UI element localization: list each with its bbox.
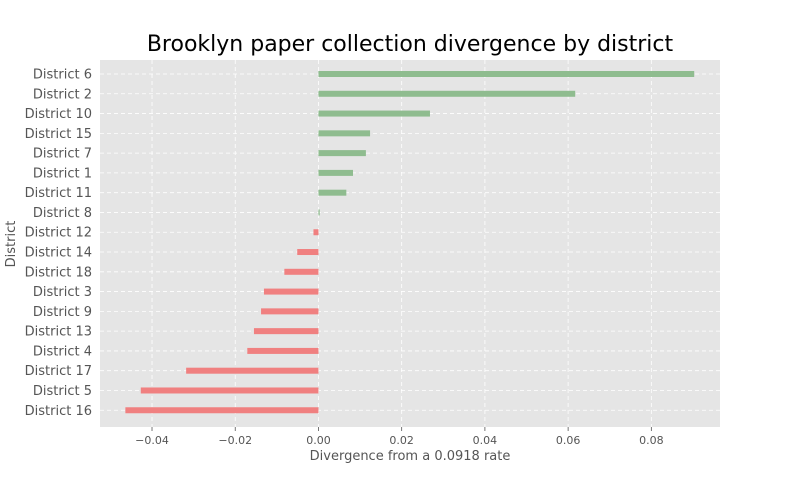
bar-district-11 <box>318 189 347 196</box>
bar-district-10 <box>318 110 430 117</box>
y-tick-label: District 2 <box>33 87 92 102</box>
x-tick-label: −0.04 <box>135 434 169 447</box>
x-tick-label: −0.02 <box>218 434 252 447</box>
bars <box>125 71 695 414</box>
bar-district-17 <box>186 367 319 374</box>
y-tick-label: District 9 <box>33 305 92 320</box>
y-tick-label: District 7 <box>33 147 92 162</box>
y-tick-label: District 3 <box>33 285 92 300</box>
bar-district-12 <box>313 229 319 236</box>
bar-district-5 <box>140 387 319 394</box>
y-axis-label: District <box>4 221 19 268</box>
bar-district-7 <box>318 150 366 157</box>
bar-district-15 <box>318 130 371 137</box>
plot-background <box>100 60 720 427</box>
y-tick-label: District 16 <box>25 404 92 419</box>
bar-district-3 <box>263 288 319 295</box>
bar-district-14 <box>297 249 319 256</box>
x-tick-label: 0.08 <box>639 434 664 447</box>
x-tick-label: 0.06 <box>556 434 581 447</box>
x-tick-label: 0.04 <box>473 434 498 447</box>
y-tick-label: District 17 <box>25 364 92 379</box>
y-tick-label: District 4 <box>33 344 92 359</box>
y-tick-label: District 10 <box>25 107 92 122</box>
y-tick-label: District 1 <box>33 166 92 181</box>
y-tick-label: District 15 <box>25 127 92 142</box>
bar-district-2 <box>318 90 576 97</box>
x-tick-label: 0.00 <box>306 434 331 447</box>
y-tick-label: District 13 <box>25 325 92 340</box>
bar-district-13 <box>253 328 319 335</box>
y-tick-label: District 8 <box>33 206 92 221</box>
bar-district-1 <box>318 169 353 176</box>
bar-district-16 <box>125 407 319 414</box>
bar-district-6 <box>318 71 695 77</box>
x-axis-label: Divergence from a 0.0918 rate <box>310 449 511 464</box>
x-tick-label: 0.02 <box>389 434 414 447</box>
y-tick-label: District 12 <box>25 226 92 241</box>
y-tick-label: District 6 <box>33 68 92 83</box>
bar-district-9 <box>261 308 319 315</box>
bar-district-8 <box>318 209 320 216</box>
y-tick-labels: District 6 District 2 District 10 District … <box>25 68 92 419</box>
y-tick-label: District 5 <box>33 384 92 399</box>
y-tick-label: District 11 <box>25 186 92 201</box>
y-tick-label: District 18 <box>25 265 92 280</box>
bar-district-4 <box>247 347 319 354</box>
x-tick-labels: −0.04 −0.02 0.00 0.02 0.04 0.06 0.08 <box>135 427 664 447</box>
y-tick-label: District 14 <box>25 246 92 261</box>
chart-title: Brooklyn paper collection divergence by … <box>147 32 674 57</box>
bar-district-18 <box>284 268 319 275</box>
